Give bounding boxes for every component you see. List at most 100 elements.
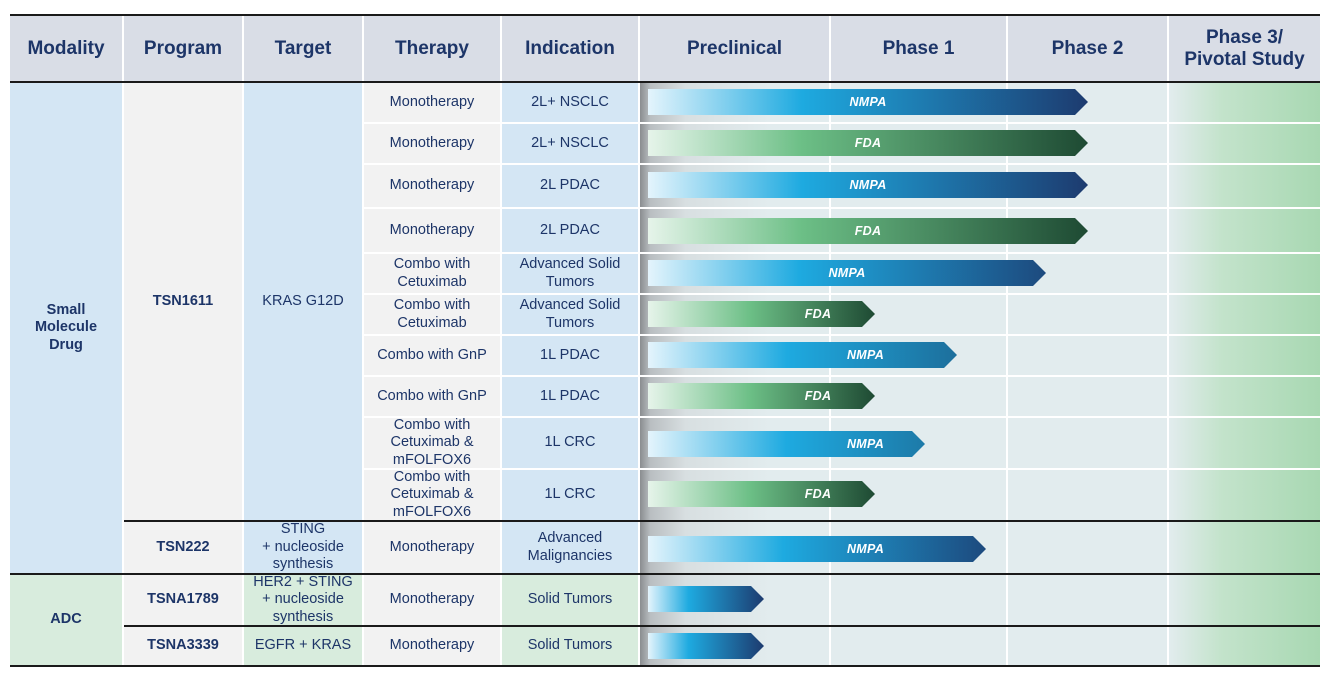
modality-adc-label: ADC [50, 611, 82, 628]
agency-label-nmpa: NMPA [849, 178, 887, 192]
modality-divider-adc [10, 573, 1320, 575]
header-phase2-label: Phase 2 [1051, 38, 1124, 59]
progress-arrow-row-13 [648, 633, 764, 659]
therapy-row-13-label: Monotherapy [389, 637, 475, 654]
program-tsna1789: TSNA1789 [124, 575, 242, 625]
header-bottom-border [10, 81, 1320, 83]
target-column-sm [244, 83, 362, 573]
row-separator [364, 334, 1320, 336]
therapy-row-12: Monotherapy [364, 575, 500, 625]
target-tsn1611-label: KRAS G12D [262, 292, 344, 309]
therapy-row-9-line1: Combo with [393, 416, 471, 433]
indication-row-2-label: 2L+ NSCLC [531, 134, 609, 151]
indication-row-10-label: 1L CRC [544, 486, 596, 503]
modality-small-molecule-cell [10, 83, 122, 573]
indication-row-3-label: 2L PDAC [540, 177, 600, 194]
agency-label-fda: FDA [854, 136, 882, 150]
agency-label-nmpa: NMPA [828, 266, 866, 280]
program-tsna3339: TSNA3339 [124, 627, 242, 665]
therapy-row-4: Monotherapy [364, 209, 500, 252]
indication-row-4-label: 2L PDAC [540, 221, 600, 238]
modality-adc-cell [10, 575, 122, 665]
indication-row-12: Solid Tumors [502, 575, 638, 625]
indication-row-12-label: Solid Tumors [527, 591, 613, 608]
preclinical-shade [640, 83, 770, 665]
therapy-row-10-line1: Combo with [393, 468, 471, 485]
indication-row-6-line2: Tumors [545, 314, 595, 331]
row-separator [364, 468, 1320, 470]
phase-separator-1 [829, 83, 831, 665]
target-tsna3339-label: EGFR + KRAS [254, 637, 352, 654]
therapy-row-7: Combo with GnP [364, 336, 500, 375]
modality-sm-line1: Small [46, 301, 86, 318]
therapy-row-2-label: Monotherapy [389, 134, 475, 151]
header-phase1-label: Phase 1 [882, 38, 955, 59]
therapy-row-5-line2: Cetuximab [397, 273, 467, 290]
target-tsn222: STING + nucleoside synthesis [244, 521, 362, 573]
agency-label-fda: FDA [854, 224, 882, 238]
progress-arrow-row-6: FDA [648, 301, 875, 327]
program-tsna1789-label: TSNA1789 [147, 591, 219, 608]
target-tsna1789-line1: HER2 + STING [253, 573, 353, 590]
therapy-row-9-line2: Cetuximab & [390, 434, 474, 451]
therapy-row-10: Combo with Cetuximab & mFOLFOX6 [364, 468, 500, 520]
therapy-row-1-label: Monotherapy [389, 93, 475, 110]
indication-row-2: 2L+ NSCLC [502, 124, 638, 163]
progress-arrow-row-12 [648, 586, 764, 612]
target-tsn1611: KRAS G12D [244, 83, 362, 520]
program-divider-tsn222 [124, 520, 1320, 522]
modality-sm-line3: Drug [49, 336, 83, 353]
header-preclinical: Preclinical [640, 16, 829, 82]
indication-row-5-line2: Tumors [545, 273, 595, 290]
agency-label-fda: FDA [804, 307, 832, 321]
header-target: Target [244, 16, 362, 82]
row-separator [364, 416, 1320, 418]
header-preclinical-label: Preclinical [686, 38, 783, 59]
indication-row-11: Advanced Malignancies [502, 522, 638, 573]
target-column-adc [244, 575, 362, 665]
therapy-row-8: Combo with GnP [364, 377, 500, 416]
row-separator [364, 293, 1320, 295]
phase-separator-3 [1167, 83, 1169, 665]
header-phase1: Phase 1 [831, 16, 1006, 82]
program-tsn222: TSN222 [124, 522, 242, 573]
target-tsna1789-line2: + nucleoside [262, 591, 344, 608]
indication-row-11-line1: Advanced [537, 530, 603, 546]
target-tsna1789: HER2 + STING + nucleoside synthesis [244, 573, 362, 625]
agency-label-nmpa: NMPA [849, 95, 887, 109]
therapy-row-3-label: Monotherapy [389, 177, 475, 194]
indication-column-adc [502, 575, 638, 665]
phase-separator-2 [1006, 83, 1008, 665]
agency-label-fda: FDA [804, 389, 832, 403]
agency-label-nmpa: NMPA [846, 437, 885, 451]
indication-row-11-line2: Malignancies [527, 547, 613, 564]
target-tsn222-line1: STING [280, 521, 326, 538]
therapy-row-11-label: Monotherapy [389, 538, 475, 555]
therapy-row-9-line3: mFOLFOX6 [392, 451, 472, 468]
indication-row-5: Advanced Solid Tumors [502, 254, 638, 293]
target-tsn222-line3: synthesis [272, 556, 334, 573]
therapy-row-5: Combo with Cetuximab [364, 254, 500, 293]
therapy-column [364, 83, 500, 665]
indication-row-4: 2L PDAC [502, 209, 638, 252]
progress-arrow-row-5: NMPA [648, 260, 1046, 286]
indication-row-7: 1L PDAC [502, 336, 638, 375]
indication-row-10: 1L CRC [502, 470, 638, 520]
progress-arrow-row-3: NMPA [648, 172, 1088, 198]
progress-arrow-row-8: FDA [648, 383, 875, 409]
header-phase2: Phase 2 [1008, 16, 1167, 82]
therapy-row-4-label: Monotherapy [389, 221, 475, 238]
header-phase3: Phase 3/ Pivotal Study [1169, 16, 1320, 82]
header-modality: Modality [10, 16, 122, 82]
indication-row-6: Advanced Solid Tumors [502, 295, 638, 334]
therapy-row-1: Monotherapy [364, 83, 500, 122]
header-phase3-line1: Phase 3/ [1205, 27, 1284, 48]
phase3-shade [1169, 83, 1320, 665]
header-phase3-line2: Pivotal Study [1184, 49, 1305, 70]
indication-row-7-label: 1L PDAC [540, 346, 600, 363]
row-separator [364, 375, 1320, 377]
target-tsna3339: EGFR + KRAS [244, 627, 362, 665]
therapy-row-3: Monotherapy [364, 165, 500, 207]
therapy-row-13: Monotherapy [364, 627, 500, 665]
progress-arrow-row-4: FDA [648, 218, 1088, 244]
